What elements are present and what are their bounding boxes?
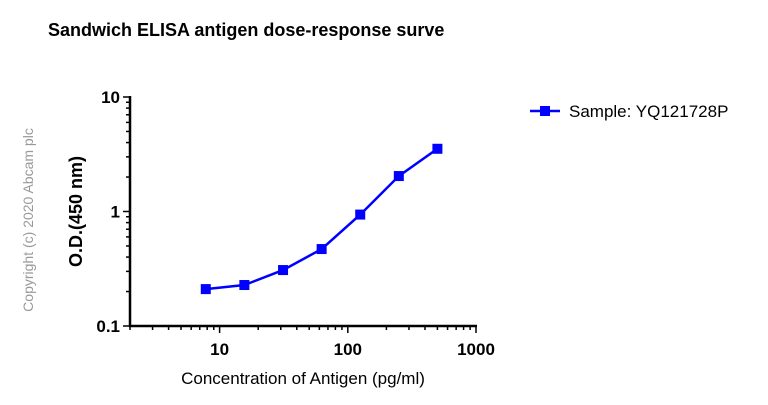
data-point — [432, 143, 443, 154]
x-tick-label: 10 — [210, 340, 229, 359]
legend-marker — [540, 106, 550, 116]
y-tick-label: 1 — [111, 203, 120, 222]
legend-label: Sample: YQ121728P — [569, 102, 728, 121]
data-point — [200, 284, 211, 295]
x-tick-label: 100 — [334, 340, 362, 359]
data-point — [393, 171, 404, 182]
y-axis-label: O.D.(450 nm) — [66, 156, 86, 267]
data-point — [316, 244, 327, 255]
x-tick-label: 1000 — [457, 340, 495, 359]
x-axis-label: Concentration of Antigen (pg/ml) — [181, 369, 425, 388]
y-tick-label: 10 — [101, 88, 120, 107]
data-point — [355, 209, 366, 220]
chart-title: Sandwich ELISA antigen dose-response sur… — [48, 20, 445, 40]
series-line — [205, 147, 439, 291]
y-tick-label: 0.1 — [96, 317, 120, 336]
data-point — [239, 280, 250, 291]
data-point — [278, 265, 289, 276]
